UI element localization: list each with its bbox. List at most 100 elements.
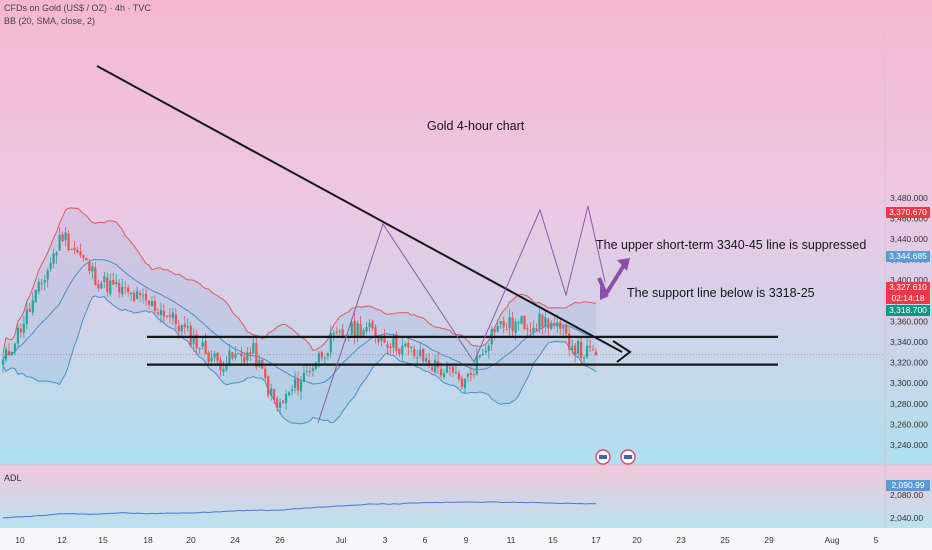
price-tick-label: 3,280.000 bbox=[890, 399, 928, 409]
candle-body bbox=[61, 234, 64, 241]
candle-body bbox=[353, 320, 356, 338]
candle-body bbox=[130, 292, 133, 295]
candle-body bbox=[332, 332, 335, 335]
candle-body bbox=[389, 346, 392, 349]
candle-body bbox=[374, 327, 377, 338]
candle-body bbox=[237, 353, 240, 355]
price-tick-label: 3,440.000 bbox=[890, 234, 928, 244]
time-tick-label: Jul bbox=[336, 535, 347, 545]
candle-body bbox=[317, 352, 320, 363]
countdown-label: 02:14:18 bbox=[886, 293, 930, 304]
candle-body bbox=[37, 282, 40, 292]
time-tick-label: 20 bbox=[186, 535, 196, 545]
candle-body bbox=[594, 351, 598, 355]
candle-body bbox=[73, 247, 76, 251]
candle-body bbox=[499, 321, 502, 325]
candle-body bbox=[434, 359, 437, 373]
candle-body bbox=[377, 336, 380, 343]
candle-body bbox=[323, 357, 326, 359]
candle-body bbox=[380, 336, 383, 341]
price-tick-label: 3,320.000 bbox=[890, 358, 928, 368]
candle-body bbox=[448, 367, 452, 369]
price-tick-label: 3,340.000 bbox=[890, 337, 928, 347]
candle-body bbox=[246, 352, 249, 361]
price-tick-label: 3,260.000 bbox=[890, 419, 928, 429]
candle-body bbox=[487, 345, 490, 351]
candle-body bbox=[538, 313, 541, 329]
candle-body bbox=[103, 276, 106, 282]
candle-body bbox=[234, 354, 237, 358]
candle-body bbox=[520, 316, 523, 324]
support-annotation: The support line below is 3318-25 bbox=[627, 286, 815, 300]
candle-body bbox=[198, 348, 201, 350]
chart-title-annotation: Gold 4-hour chart bbox=[427, 119, 525, 133]
candle-body bbox=[478, 355, 481, 357]
time-tick-label: 11 bbox=[507, 535, 516, 545]
candle-body bbox=[386, 344, 389, 348]
candle-body bbox=[213, 353, 216, 358]
candle-body bbox=[31, 300, 34, 313]
price-tick-label: 3,460.000 bbox=[890, 213, 928, 223]
candle-body bbox=[296, 378, 300, 391]
candle-body bbox=[383, 335, 386, 343]
candle-body bbox=[273, 389, 276, 400]
adl-tick-label: 2,080.00 bbox=[890, 490, 923, 500]
candle-body bbox=[362, 330, 365, 336]
time-tick-label: 17 bbox=[591, 535, 601, 545]
candle-body bbox=[559, 322, 562, 329]
candle-body bbox=[371, 321, 374, 329]
candle-body bbox=[204, 341, 207, 355]
bollinger-lower-band bbox=[2, 295, 597, 425]
symbol-header: CFDs on Gold (US$ / OZ) · 4h · TVC bbox=[4, 3, 151, 13]
candle-body bbox=[583, 357, 586, 359]
candle-body bbox=[165, 315, 168, 317]
candle-body bbox=[216, 352, 219, 362]
candle-body bbox=[19, 328, 22, 333]
candle-body bbox=[591, 349, 595, 351]
time-tick-label: 24 bbox=[230, 535, 240, 545]
candle-body bbox=[258, 359, 261, 367]
candle-body bbox=[556, 322, 559, 327]
candle-body bbox=[7, 350, 11, 355]
candle-body bbox=[511, 317, 514, 331]
price-tick-label: 3,400.000 bbox=[890, 275, 928, 285]
candle-body bbox=[469, 372, 472, 375]
candle-body bbox=[276, 398, 279, 408]
candle-body bbox=[481, 353, 484, 355]
candle-body bbox=[115, 282, 118, 285]
candle-body bbox=[496, 325, 499, 332]
candle-body bbox=[419, 350, 422, 357]
candle-body bbox=[1, 359, 5, 365]
adl-pane-background bbox=[0, 465, 932, 528]
candle-body bbox=[299, 381, 303, 392]
time-tick-label: 26 bbox=[275, 535, 285, 545]
candle-body bbox=[574, 345, 577, 356]
candle-body bbox=[144, 293, 148, 301]
candle-body bbox=[138, 292, 142, 295]
indicator-header: BB (20, SMA, close, 2) bbox=[4, 16, 96, 26]
candle-body bbox=[407, 343, 410, 348]
candle-body bbox=[451, 366, 455, 373]
candle-body bbox=[571, 346, 574, 351]
descending-trendline bbox=[96, 65, 623, 353]
bb-upper-price-label: 3,370.670 bbox=[886, 207, 930, 218]
candle-body bbox=[302, 372, 306, 382]
price-tick-label: 3,480.000 bbox=[890, 193, 928, 203]
candle-body bbox=[553, 323, 556, 326]
candle-body bbox=[568, 333, 571, 350]
candle-body bbox=[225, 363, 228, 370]
candle-body bbox=[305, 370, 309, 372]
candle-body bbox=[428, 360, 431, 366]
candle-body bbox=[532, 327, 535, 333]
candle-body bbox=[210, 357, 213, 362]
candle-body bbox=[240, 353, 243, 357]
bb-lower-price-label: 3,318.700 bbox=[886, 305, 930, 316]
candle-body bbox=[535, 328, 538, 331]
candle-body bbox=[585, 345, 589, 358]
bollinger-basis-line bbox=[2, 259, 597, 385]
candle-body bbox=[97, 283, 100, 289]
time-axis-background bbox=[0, 528, 932, 550]
candle-body bbox=[410, 346, 413, 348]
time-tick-label: 15 bbox=[548, 535, 558, 545]
